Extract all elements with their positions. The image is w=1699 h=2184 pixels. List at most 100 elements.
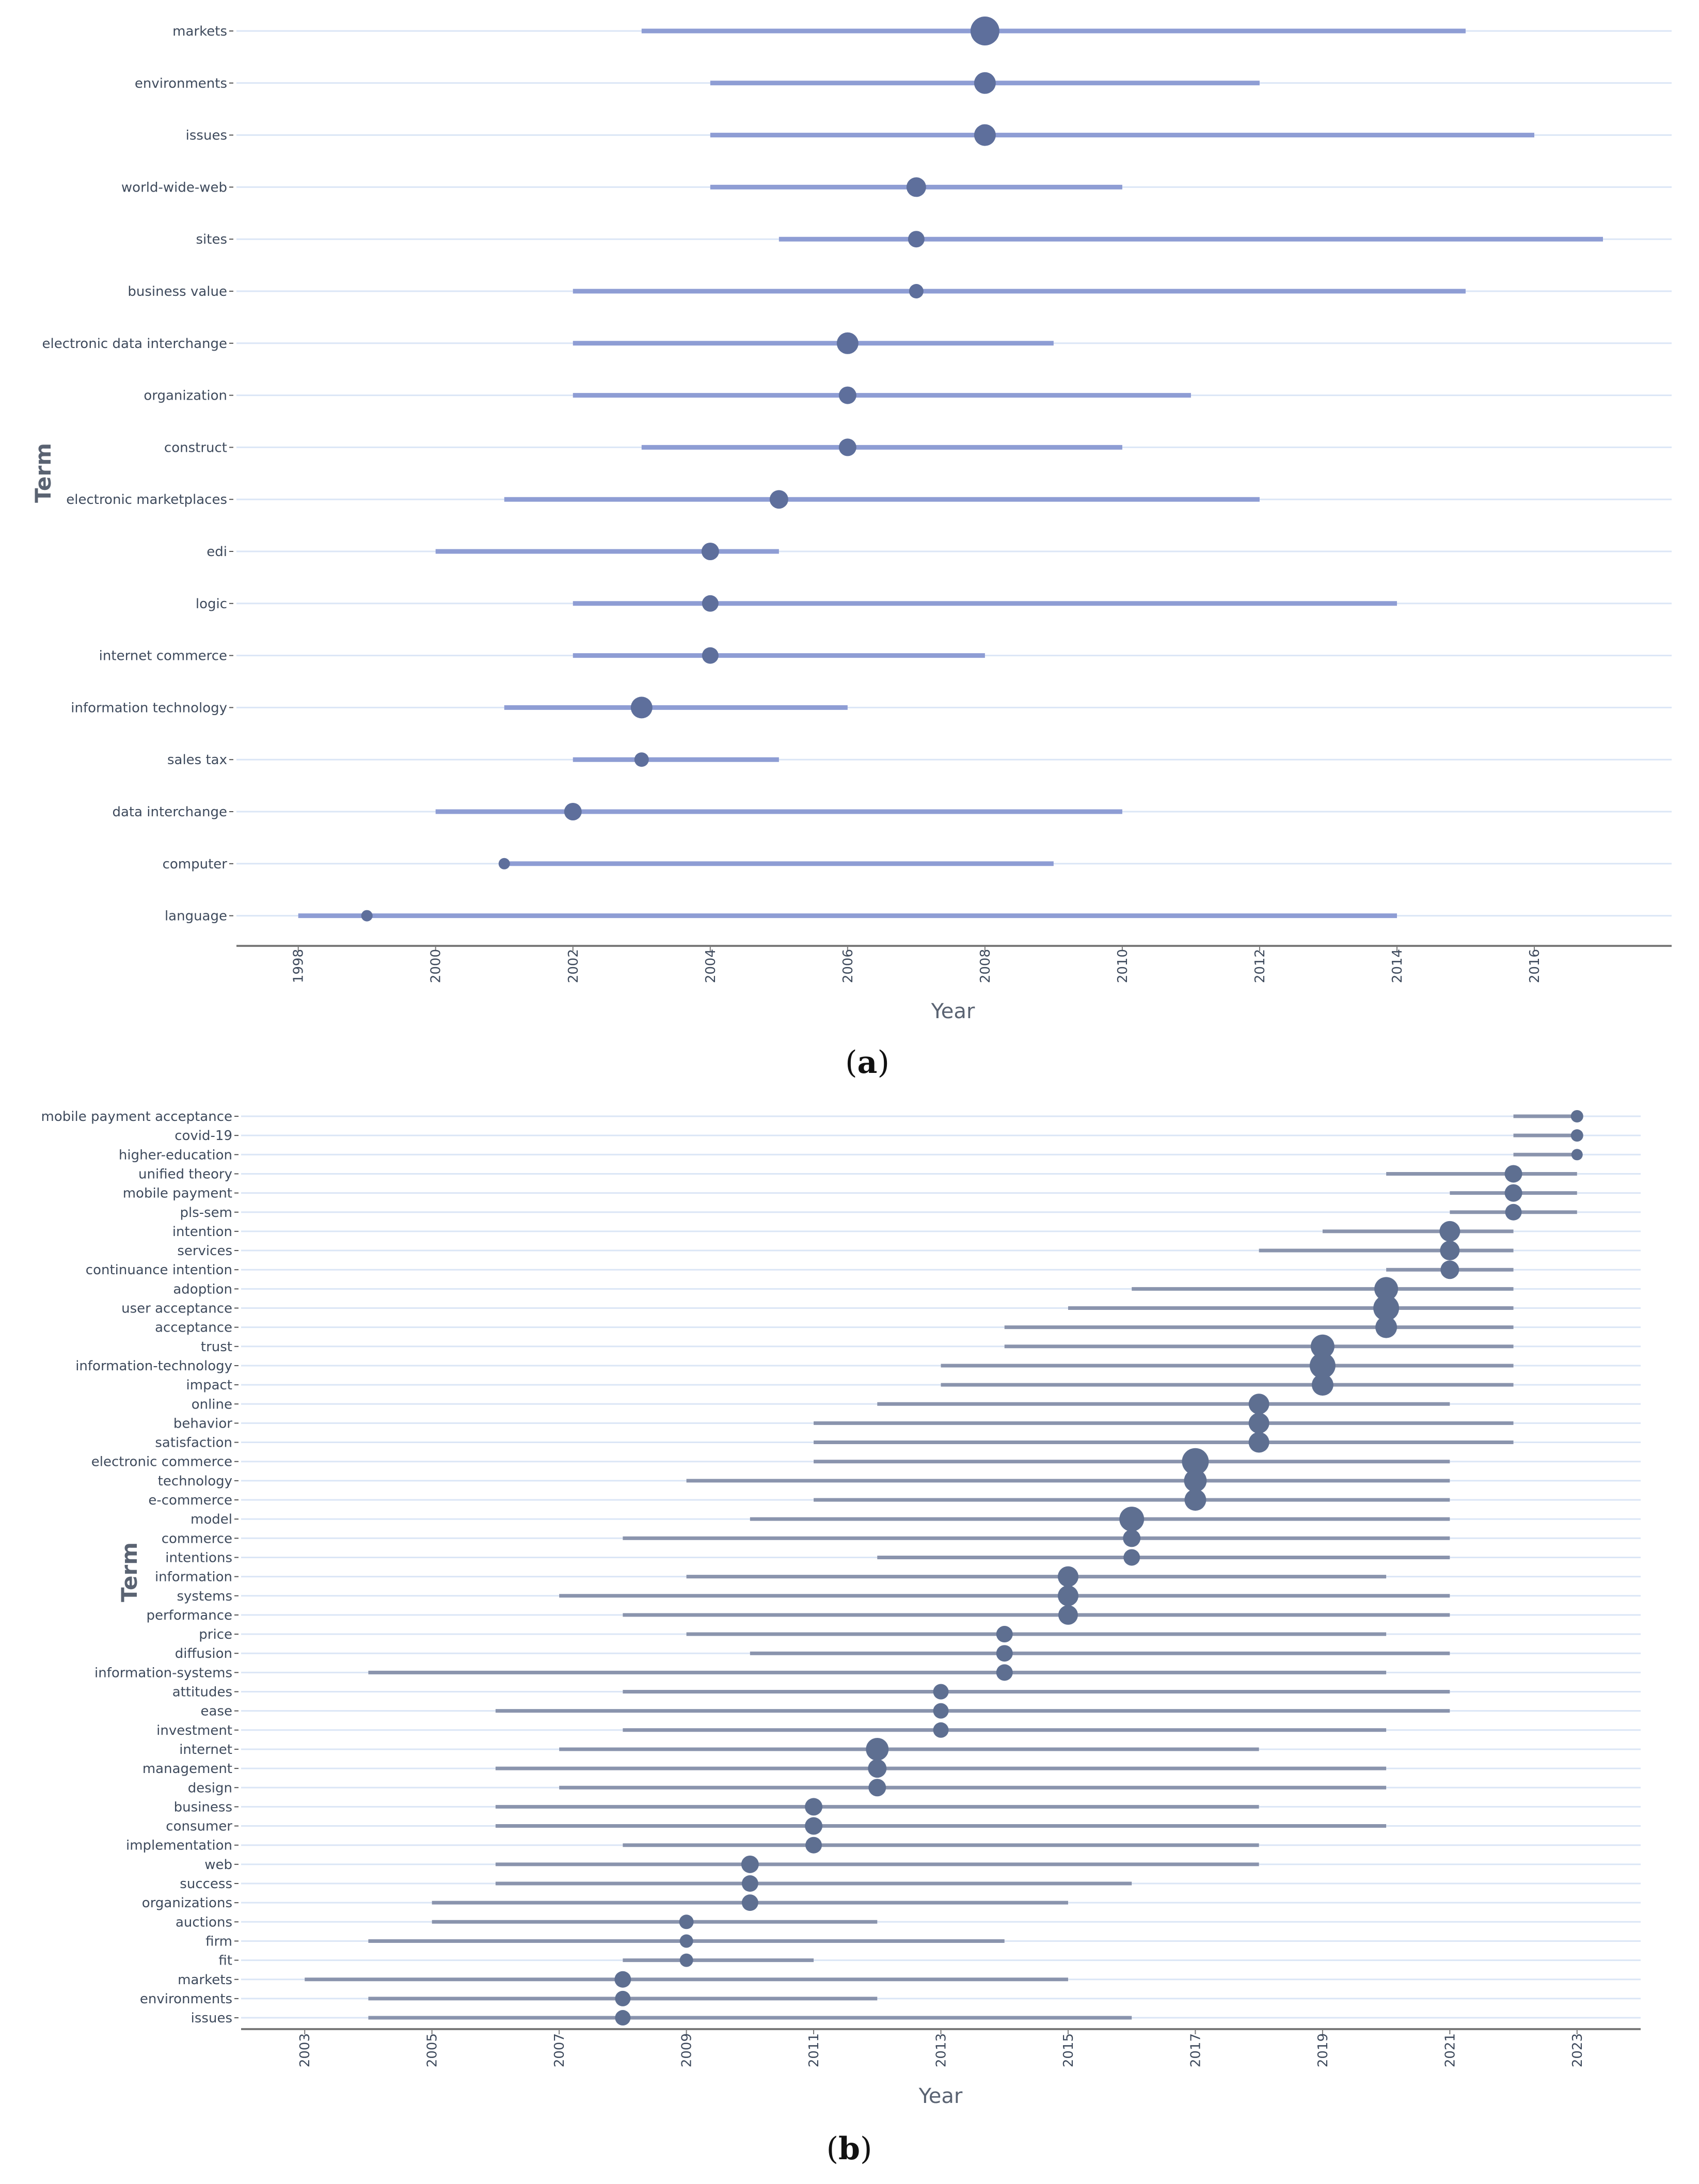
y-tick-label: success	[180, 1876, 232, 1892]
x-tick-label: 2010	[1115, 949, 1131, 983]
y-tick-label: world-wide-web	[121, 180, 227, 195]
term-median-point	[1571, 1149, 1583, 1161]
term-median-point	[1373, 1295, 1400, 1321]
panel-b-term-labels: mobile payment acceptance covid-19 higher-…	[41, 1109, 239, 2026]
term-median-point	[679, 1934, 693, 1948]
term-median-point	[741, 1875, 758, 1892]
y-tick-label: commerce	[162, 1531, 232, 1546]
y-tick-label: attitudes	[172, 1685, 232, 1700]
term-median-point	[805, 1837, 822, 1854]
y-tick-label: electronic marketplaces	[66, 492, 227, 508]
x-tick-label: 2015	[1061, 2033, 1076, 2067]
y-tick-label: business	[174, 1799, 232, 1815]
term-median-point	[1058, 1605, 1078, 1625]
term-median-point	[1505, 1204, 1522, 1221]
y-tick-label: user acceptance	[121, 1301, 232, 1317]
panel-a-x-axis: 1998 2000 2002 2004 2006 2008 2010 2012 2014 2016	[236, 945, 1672, 983]
y-tick-label: adoption	[173, 1281, 232, 1297]
x-tick-label: 2012	[1252, 949, 1268, 983]
term-median-point	[1310, 1334, 1335, 1358]
term-median-point	[908, 231, 925, 248]
term-median-point	[614, 1971, 631, 1988]
term-median-point	[836, 332, 859, 354]
y-tick-label: environments	[140, 1991, 232, 2007]
y-tick-label: environments	[135, 76, 227, 91]
y-tick-label: information technology	[71, 700, 227, 716]
y-tick-label: performance	[146, 1608, 232, 1623]
y-tick-label: design	[188, 1780, 232, 1796]
term-median-point	[1439, 1221, 1460, 1242]
y-tick-label: model	[190, 1512, 232, 1527]
x-tick-label: 2006	[840, 949, 856, 983]
term-median-point	[615, 2010, 631, 2026]
term-median-point	[630, 697, 653, 719]
term-median-point	[702, 647, 719, 664]
y-tick-label: sales tax	[167, 752, 227, 768]
x-tick-label: 2014	[1390, 949, 1405, 983]
term-median-point	[1375, 1316, 1398, 1338]
y-tick-label: mobile payment acceptance	[41, 1109, 232, 1125]
term-median-point	[1311, 1374, 1333, 1396]
y-tick-label: ease	[201, 1704, 232, 1719]
y-tick-label: sites	[196, 232, 227, 247]
y-tick-label: information-technology	[75, 1358, 232, 1374]
y-tick-label: online	[192, 1397, 232, 1412]
term-median-point	[1184, 1469, 1207, 1492]
panel-b-x-axis: 2003 2005 2007 2009 2011 2013 2015 2017 2019 2021…	[241, 2028, 1641, 2067]
y-tick-label: consumer	[166, 1819, 232, 1834]
term-median-point	[868, 1759, 887, 1778]
term-median-point	[1570, 1110, 1583, 1122]
term-median-point	[906, 177, 926, 197]
term-median-point	[1184, 1489, 1206, 1511]
y-tick-label: business value	[128, 284, 227, 299]
y-tick-label: pls-sem	[180, 1205, 232, 1221]
panel-b-x-axis-title: Year	[918, 2084, 963, 2108]
y-tick-label: trust	[201, 1339, 232, 1355]
y-tick-label: investment	[156, 1723, 232, 1738]
term-median-point	[1309, 1352, 1336, 1379]
term-median-point	[1504, 1184, 1522, 1202]
panel-a-timeline-chart: markets environments issues world-wide-web s…	[30, 17, 1672, 1081]
term-median-point	[741, 1894, 758, 1911]
term-median-point	[361, 910, 373, 922]
y-tick-label: implementation	[126, 1838, 232, 1854]
y-tick-label: markets	[172, 24, 227, 39]
y-tick-label: technology	[158, 1474, 232, 1489]
x-tick-label: 2009	[679, 2033, 695, 2067]
term-median-point	[1182, 1448, 1209, 1475]
y-tick-label: electronic data interchange	[42, 336, 227, 352]
x-tick-label: 2013	[934, 2033, 949, 2067]
y-tick-label: management	[142, 1761, 232, 1777]
y-tick-label: systems	[177, 1589, 232, 1604]
x-tick-label: 2019	[1315, 2033, 1331, 2067]
y-tick-label: mobile payment	[123, 1186, 232, 1201]
term-median-point	[996, 1626, 1013, 1643]
y-tick-label: acceptance	[155, 1320, 232, 1336]
panel-a-caption: (a)	[845, 1044, 890, 1081]
term-median-point	[701, 543, 719, 560]
y-tick-label: web	[204, 1857, 232, 1873]
term-median-point	[741, 1855, 759, 1873]
term-median-point	[933, 1722, 949, 1738]
y-tick-label: information	[155, 1570, 232, 1585]
y-tick-label: auctions	[176, 1914, 232, 1930]
term-median-point	[838, 438, 856, 456]
y-tick-label: behavior	[173, 1416, 232, 1431]
x-tick-label: 2017	[1188, 2033, 1203, 2067]
panel-b-range-lines	[305, 1114, 1577, 2020]
y-tick-label: services	[177, 1243, 232, 1259]
term-median-point	[1123, 1529, 1141, 1547]
y-tick-label: firm	[205, 1934, 232, 1949]
term-median-point	[996, 1664, 1013, 1681]
term-median-point	[933, 1703, 949, 1719]
term-median-point	[974, 124, 996, 146]
term-median-point	[634, 752, 649, 767]
term-median-point	[1248, 1413, 1269, 1434]
term-median-point	[769, 490, 788, 509]
y-tick-label: diffusion	[175, 1646, 232, 1661]
y-tick-label: fit	[218, 1953, 232, 1969]
term-median-point	[1248, 1394, 1269, 1415]
y-tick-label: intentions	[165, 1550, 232, 1565]
x-tick-label: 2021	[1442, 2033, 1458, 2067]
term-median-point	[974, 72, 996, 94]
